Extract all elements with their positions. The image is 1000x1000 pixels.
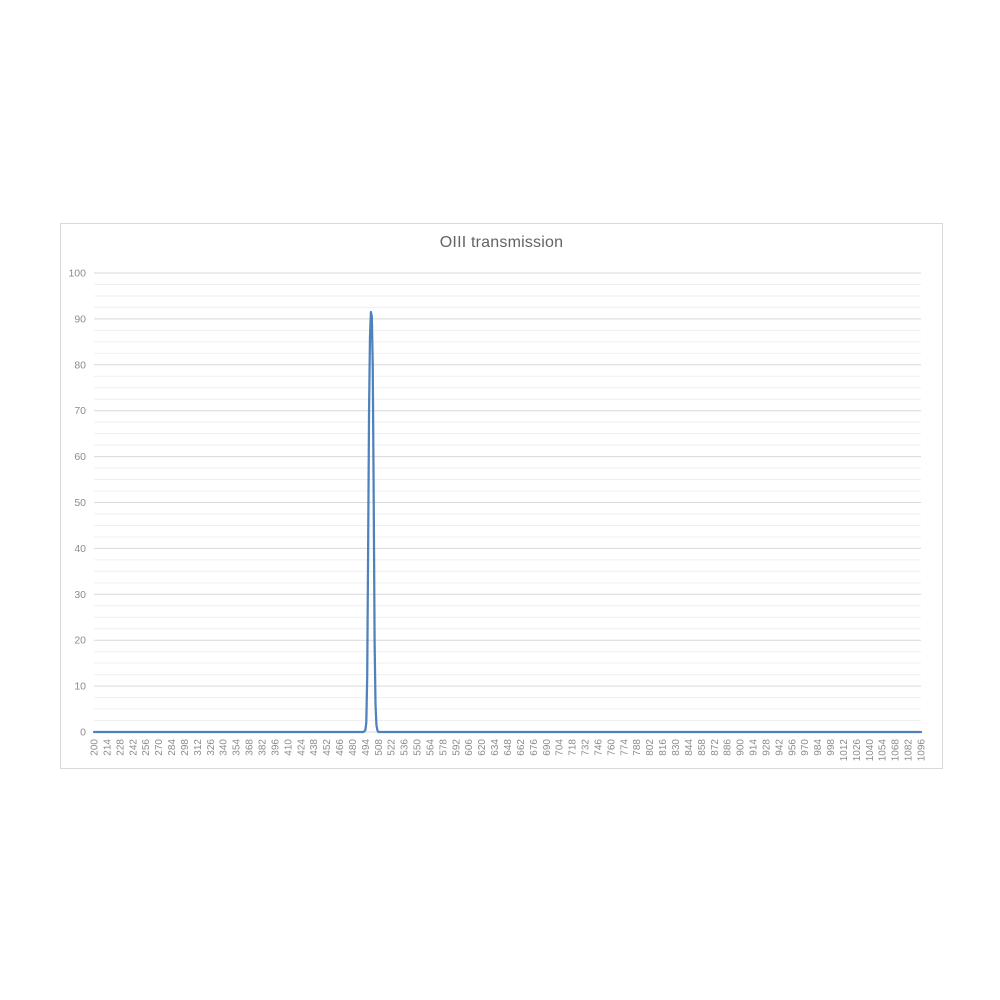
x-tick-label: 1040 (865, 739, 876, 762)
x-tick-label: 746 (593, 739, 604, 756)
x-tick-label: 886 (723, 739, 734, 756)
x-tick-label: 592 (451, 739, 462, 756)
x-tick-label: 354 (232, 739, 243, 756)
x-tick-label: 830 (671, 739, 682, 756)
x-tick-label: 410 (283, 739, 294, 756)
x-tick-label: 466 (335, 739, 346, 756)
y-tick-label: 80 (74, 359, 86, 371)
x-tick-label: 718 (568, 739, 579, 756)
x-tick-label: 1012 (839, 739, 850, 762)
x-tick-label: 732 (581, 739, 592, 756)
x-tick-label: 802 (645, 739, 656, 756)
x-tick-label: 564 (425, 739, 436, 756)
x-tick-label: 214 (102, 739, 113, 756)
x-tick-label: 1054 (878, 739, 889, 762)
x-tick-label: 914 (749, 739, 760, 756)
y-tick-label: 0 (80, 727, 86, 739)
x-tick-label: 1096 (917, 739, 928, 762)
x-tick-label: 242 (128, 739, 139, 756)
x-tick-label: 536 (400, 739, 411, 756)
y-tick-label: 20 (74, 635, 86, 647)
x-tick-label: 704 (555, 739, 566, 756)
x-tick-label: 774 (619, 739, 630, 756)
y-tick-label: 90 (74, 313, 86, 325)
plot-area: 0 10 20 30 40 50 60 70 80 90 100 200 214 228 242 256 270… (68, 268, 928, 762)
y-tick-label: 10 (74, 681, 86, 693)
x-tick-label: 956 (787, 739, 798, 756)
x-tick-label: 620 (477, 739, 488, 756)
x-tick-label: 578 (438, 739, 449, 756)
x-tick-label: 228 (115, 739, 126, 756)
x-tick-label: 606 (464, 739, 475, 756)
x-tick-label: 382 (257, 739, 268, 756)
x-tick-label: 550 (413, 739, 424, 756)
transmission-chart: OIII transmission 0 10 20 30 40 50 60 70 80 90 100… (60, 223, 943, 769)
x-tick-label: 676 (529, 739, 540, 756)
x-tick-label: 634 (490, 739, 501, 756)
x-tick-label: 452 (322, 739, 333, 756)
x-tick-label: 1026 (852, 739, 863, 762)
x-tick-label: 1068 (891, 739, 902, 762)
x-tick-label: 1082 (904, 739, 915, 762)
x-tick-label: 662 (516, 739, 527, 756)
x-tick-label: 928 (761, 739, 772, 756)
x-tick-label: 312 (193, 739, 204, 756)
x-tick-label: 298 (180, 739, 191, 756)
y-tick-label: 30 (74, 589, 86, 601)
x-tick-label: 648 (503, 739, 514, 756)
x-tick-label: 858 (697, 739, 708, 756)
y-tick-label: 50 (74, 497, 86, 509)
x-tick-label: 760 (606, 739, 617, 756)
x-tick-label: 508 (374, 739, 385, 756)
x-tick-label: 844 (684, 739, 695, 756)
y-tick-label: 40 (74, 543, 86, 555)
x-tick-label: 368 (245, 739, 256, 756)
x-tick-label: 970 (800, 739, 811, 756)
x-tick-label: 396 (270, 739, 281, 756)
x-tick-label: 872 (710, 739, 721, 756)
x-tick-label: 942 (774, 739, 785, 756)
x-tick-label: 480 (348, 739, 359, 756)
y-tick-label: 100 (68, 268, 86, 280)
x-tick-label: 270 (154, 739, 165, 756)
x-tick-label: 424 (296, 739, 307, 756)
x-tick-label: 900 (736, 739, 747, 756)
x-tick-label: 984 (813, 739, 824, 756)
series-line-oiii-transmission (92, 310, 923, 734)
x-tick-label: 788 (632, 739, 643, 756)
y-tick-label: 70 (74, 405, 86, 417)
x-tick-label: 438 (309, 739, 320, 756)
x-tick-label: 998 (826, 739, 837, 756)
x-tick-label: 200 (90, 739, 101, 756)
x-tick-label: 522 (387, 739, 398, 756)
x-tick-label: 326 (206, 739, 217, 756)
x-tick-label: 284 (167, 739, 178, 756)
x-tick-label: 340 (219, 739, 230, 756)
x-tick-label: 494 (361, 739, 372, 756)
y-tick-label: 60 (74, 451, 86, 463)
x-tick-label: 690 (542, 739, 553, 756)
chart-title: OIII transmission (439, 234, 564, 251)
x-tick-label: 816 (658, 739, 669, 756)
x-tick-label: 256 (141, 739, 152, 756)
